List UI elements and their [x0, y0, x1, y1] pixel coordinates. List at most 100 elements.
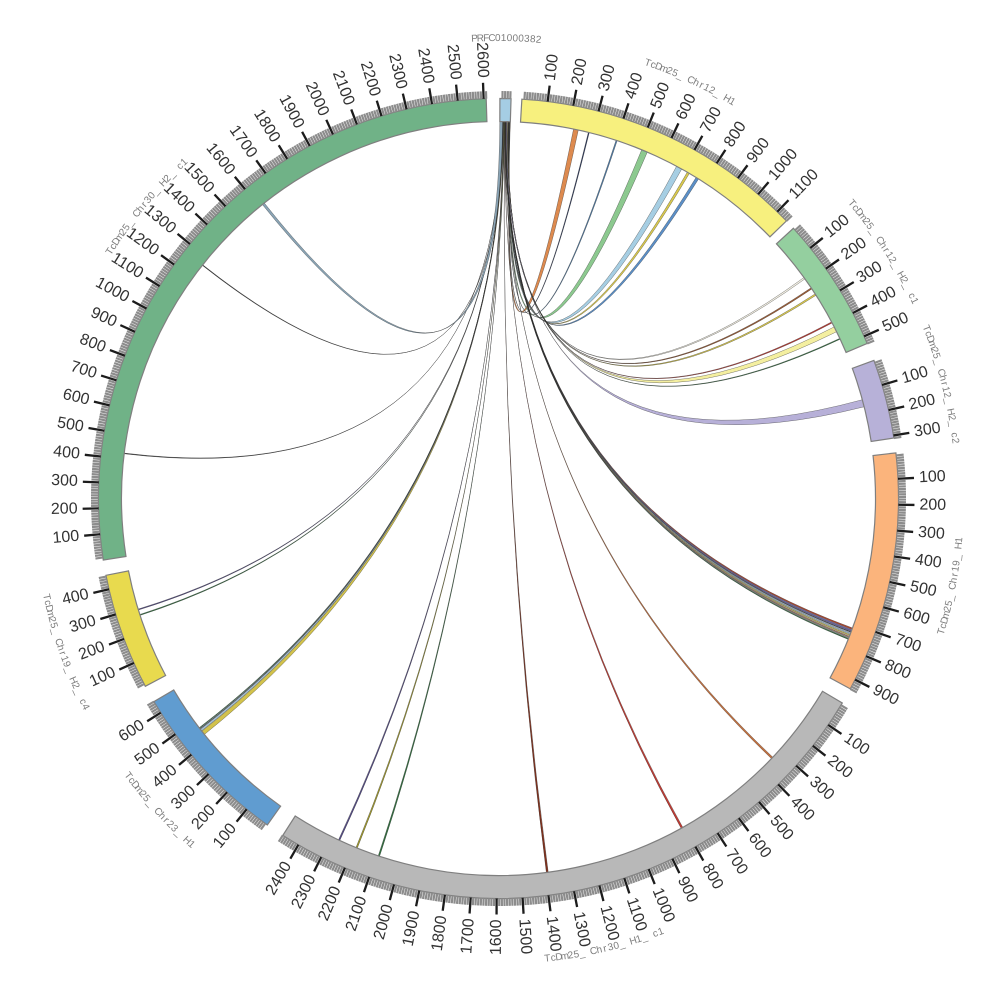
svg-text:2: 2 — [886, 255, 899, 266]
svg-text:C: C — [935, 368, 948, 378]
svg-text:h: h — [156, 810, 168, 822]
svg-text:c: c — [938, 622, 950, 630]
svg-text:5: 5 — [930, 351, 942, 360]
svg-text:D: D — [555, 952, 564, 964]
svg-text:5: 5 — [670, 67, 680, 79]
svg-text:100: 100 — [900, 363, 931, 387]
svg-text:2: 2 — [707, 85, 717, 98]
svg-text:2: 2 — [46, 616, 58, 625]
svg-text:1: 1 — [939, 385, 951, 393]
svg-text:3: 3 — [142, 194, 154, 206]
svg-text:_: _ — [942, 396, 954, 405]
svg-text:2: 2 — [136, 789, 148, 801]
svg-text:_: _ — [900, 280, 913, 291]
svg-text:r: r — [938, 381, 950, 388]
svg-text:_: _ — [888, 259, 901, 271]
svg-text:300: 300 — [51, 472, 78, 490]
svg-text:1900: 1900 — [400, 909, 424, 947]
svg-text:200: 200 — [907, 391, 937, 414]
svg-text:5: 5 — [121, 222, 133, 233]
svg-text:5: 5 — [47, 621, 59, 630]
svg-text:h: h — [135, 204, 147, 215]
svg-text:5: 5 — [140, 793, 152, 805]
svg-text:1: 1 — [58, 654, 70, 663]
svg-text:200: 200 — [51, 500, 78, 518]
svg-text:R: R — [477, 33, 485, 44]
svg-text:c: c — [905, 291, 917, 300]
svg-text:C: C — [685, 74, 696, 87]
svg-text:_: _ — [71, 686, 84, 697]
svg-text:H: H — [628, 935, 638, 948]
svg-text:h: h — [936, 374, 948, 382]
svg-text:C: C — [488, 33, 495, 44]
svg-text:m: m — [925, 339, 938, 351]
svg-text:T: T — [845, 198, 857, 210]
svg-text:D: D — [653, 61, 664, 74]
svg-text:4: 4 — [79, 702, 92, 712]
svg-text:T: T — [122, 770, 134, 781]
svg-text:H: H — [894, 269, 907, 281]
svg-text:h: h — [948, 577, 960, 584]
svg-text:1500: 1500 — [515, 918, 534, 955]
svg-text:_: _ — [674, 69, 685, 82]
svg-text:2400: 2400 — [414, 47, 437, 85]
svg-text:P: P — [471, 33, 479, 44]
svg-text:9: 9 — [951, 559, 963, 566]
svg-text:400: 400 — [914, 551, 943, 572]
svg-text:400: 400 — [61, 586, 91, 609]
svg-text:200: 200 — [569, 57, 591, 87]
svg-text:H: H — [721, 93, 733, 106]
svg-text:_: _ — [952, 554, 964, 562]
svg-text:H: H — [944, 407, 956, 416]
svg-text:300: 300 — [917, 524, 945, 543]
svg-text:0: 0 — [146, 190, 158, 202]
svg-text:_: _ — [931, 356, 944, 366]
svg-text:2: 2 — [665, 65, 675, 77]
svg-text:3: 3 — [607, 942, 615, 954]
svg-text:1: 1 — [501, 33, 507, 44]
svg-text:h: h — [691, 77, 701, 89]
svg-text:2: 2 — [941, 391, 953, 399]
svg-text:9: 9 — [60, 660, 72, 670]
svg-text:5: 5 — [573, 949, 581, 961]
svg-text:_: _ — [577, 948, 586, 960]
svg-text:m: m — [560, 951, 570, 963]
svg-text:_: _ — [946, 419, 958, 428]
svg-text:0: 0 — [518, 33, 525, 44]
svg-text:h: h — [595, 944, 603, 956]
svg-text:D: D — [43, 604, 55, 614]
svg-text:0: 0 — [512, 33, 518, 44]
svg-text:_: _ — [945, 593, 957, 602]
svg-text:1: 1 — [179, 156, 191, 168]
svg-text:c: c — [41, 599, 53, 606]
svg-text:1: 1 — [701, 82, 711, 95]
svg-text:2: 2 — [928, 346, 940, 355]
svg-text:H: H — [66, 675, 79, 686]
svg-text:1: 1 — [950, 565, 962, 573]
svg-text:c: c — [175, 161, 186, 172]
svg-text:r: r — [161, 815, 172, 826]
svg-text:h: h — [877, 240, 889, 251]
svg-text:r: r — [697, 80, 705, 92]
svg-text:h: h — [54, 643, 66, 652]
svg-text:1: 1 — [656, 926, 665, 938]
svg-text:D: D — [924, 334, 937, 345]
svg-text:1: 1 — [727, 96, 738, 109]
svg-text:_: _ — [49, 626, 62, 636]
svg-text:2: 2 — [949, 437, 961, 444]
svg-text:_: _ — [639, 932, 649, 945]
svg-text:0: 0 — [495, 33, 501, 44]
svg-text:1: 1 — [908, 296, 921, 306]
svg-text:2: 2 — [945, 414, 957, 422]
svg-text:_: _ — [62, 664, 75, 675]
svg-text:T: T — [104, 246, 117, 257]
svg-text:1: 1 — [185, 839, 197, 851]
svg-text:100: 100 — [919, 468, 947, 486]
svg-text:2: 2 — [535, 35, 542, 46]
svg-text:2: 2 — [162, 173, 174, 185]
svg-text:1300: 1300 — [570, 910, 593, 948]
svg-text:T: T — [643, 57, 652, 69]
svg-text:C: C — [589, 945, 598, 957]
svg-text:0: 0 — [507, 33, 513, 44]
svg-text:2: 2 — [942, 605, 954, 613]
